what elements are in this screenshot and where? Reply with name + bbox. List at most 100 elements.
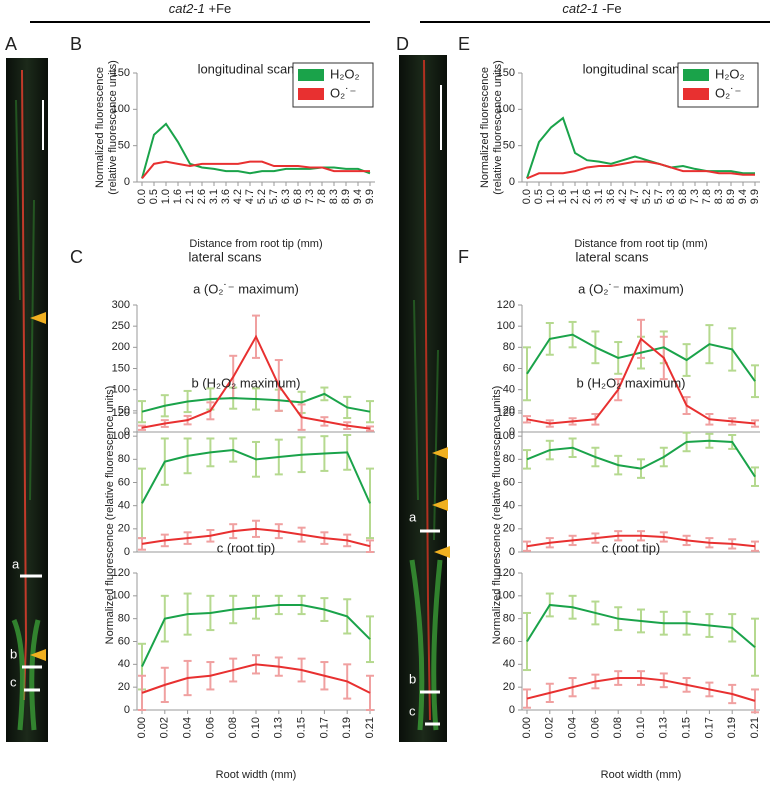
x-axis-label: Root width (mm) (601, 769, 682, 781)
series-line (526, 534, 756, 548)
x-tick-label: 9.9 (364, 189, 376, 204)
y-tick-label: 80 (503, 453, 515, 465)
x-tick-label: 1.0 (160, 189, 172, 204)
panel-label: D (396, 34, 409, 54)
legend-label: H₂O₂ (330, 66, 360, 81)
chart-title: b (H₂O₂ maximum) (576, 375, 685, 390)
x-tick-label: 2.1 (184, 189, 196, 204)
x-tick-label: 4.7 (629, 189, 641, 204)
y-tick-label: 40 (503, 500, 515, 512)
x-tick-label: 0.5 (533, 189, 545, 204)
x-tick-label: 6.8 (292, 189, 304, 204)
x-axis-label: Distance from root tip (mm) (574, 238, 707, 250)
x-tick-label: 0.13 (273, 717, 285, 738)
series-line (526, 333, 756, 382)
x-tick-label: 0.00 (136, 717, 148, 738)
y-tick-label: 40 (503, 658, 515, 670)
y-tick-label: 20 (503, 681, 515, 693)
left-header: cat2-1 +Fe (169, 1, 232, 16)
series-line (526, 116, 755, 179)
y-tick-label: 100 (497, 320, 515, 332)
x-tick-label: 1.6 (172, 189, 184, 204)
y-tick-label: 60 (118, 476, 130, 488)
condition: -Fe (602, 1, 622, 16)
x-tick-label: 0.0 (136, 189, 148, 204)
x-tick-label: 2.6 (196, 189, 208, 204)
section-title: lateral scans (189, 249, 262, 264)
gene: cat2-1 (169, 1, 205, 16)
y-tick-label: 80 (118, 613, 130, 625)
y-tick-label: 20 (118, 681, 130, 693)
y-tick-label: 40 (118, 658, 130, 670)
y-tick-label: 40 (118, 500, 130, 512)
legend-swatch (298, 88, 324, 100)
y-tick-label: 80 (118, 453, 130, 465)
x-tick-label: 5.2 (641, 189, 653, 204)
y-tick-label: 100 (497, 590, 515, 602)
x-tick-label: 3.6 (605, 189, 617, 204)
x-tick-label: 4.2 (232, 189, 244, 204)
y-tick-label: 120 (497, 407, 515, 419)
chart-title: longitudinal scan (198, 61, 295, 76)
series-line (141, 334, 371, 430)
series-line (526, 439, 756, 478)
y-tick-label: 20 (118, 523, 130, 535)
x-tick-label: 1.6 (557, 189, 569, 204)
x-tick-label: 8.9 (340, 189, 352, 204)
y-tick-label: 0 (509, 704, 515, 716)
panel-label: E (458, 34, 470, 54)
x-tick-label: 1.0 (545, 189, 557, 204)
y-tick-label: 300 (112, 299, 130, 311)
x-tick-label: 9.4 (737, 189, 749, 204)
y-tick-label: 0 (509, 176, 515, 188)
y-tick-label: 0 (124, 176, 130, 188)
x-axis-label: Distance from root tip (mm) (189, 238, 322, 250)
y-tick-label: 120 (112, 407, 130, 419)
y-tick-label: 60 (503, 635, 515, 647)
x-tick-label: 0.08 (227, 717, 239, 738)
root-label: a (12, 556, 20, 571)
y-tick-label: 60 (503, 476, 515, 488)
chart-title: a (O₂˙⁻ maximum) (578, 281, 684, 296)
x-tick-label: 0.13 (658, 717, 670, 738)
x-tick-label: 0.15 (296, 717, 308, 738)
y-axis-label: (relative fluorescence units) (107, 60, 119, 195)
y-tick-label: 80 (503, 341, 515, 353)
chart-title: c (root tip) (602, 540, 661, 555)
root-image: a b c (6, 58, 48, 742)
root-label: a (409, 509, 417, 524)
y-axis-label: Normalized fluorescence (479, 67, 491, 188)
y-tick-label: 0 (124, 426, 130, 438)
legend-label: O₂˙⁻ (715, 85, 741, 100)
y-tick-label: 250 (112, 320, 130, 332)
x-tick-label: 0.17 (318, 717, 330, 738)
x-tick-label: 0.15 (681, 717, 693, 738)
x-tick-label: 9.4 (352, 189, 364, 204)
chart-title: b (H₂O₂ maximum) (191, 375, 300, 390)
x-tick-label: 0.04 (567, 717, 579, 738)
legend-label: O₂˙⁻ (330, 85, 356, 100)
x-tick-label: 5.7 (268, 189, 280, 204)
right-header: cat2-1 -Fe (562, 1, 621, 16)
x-tick-label: 3.1 (208, 189, 220, 204)
series-line (526, 603, 756, 648)
x-tick-label: 5.7 (653, 189, 665, 204)
x-tick-label: 0.02 (544, 717, 556, 738)
x-tick-label: 0.06 (589, 717, 601, 738)
x-tick-label: 6.3 (280, 189, 292, 204)
root-label: b (10, 646, 17, 661)
x-tick-label: 3.1 (593, 189, 605, 204)
x-axis-label: Root width (mm) (216, 769, 297, 781)
y-tick-label: 60 (118, 635, 130, 647)
y-tick-label: 0 (509, 546, 515, 558)
x-tick-label: 3.6 (220, 189, 232, 204)
y-tick-label: 100 (112, 430, 130, 442)
x-tick-label: 2.1 (569, 189, 581, 204)
y-tick-label: 0 (124, 704, 130, 716)
condition: +Fe (209, 1, 232, 16)
panel-label: F (458, 247, 469, 267)
x-tick-label: 4.7 (244, 189, 256, 204)
x-tick-label: 5.2 (256, 189, 268, 204)
